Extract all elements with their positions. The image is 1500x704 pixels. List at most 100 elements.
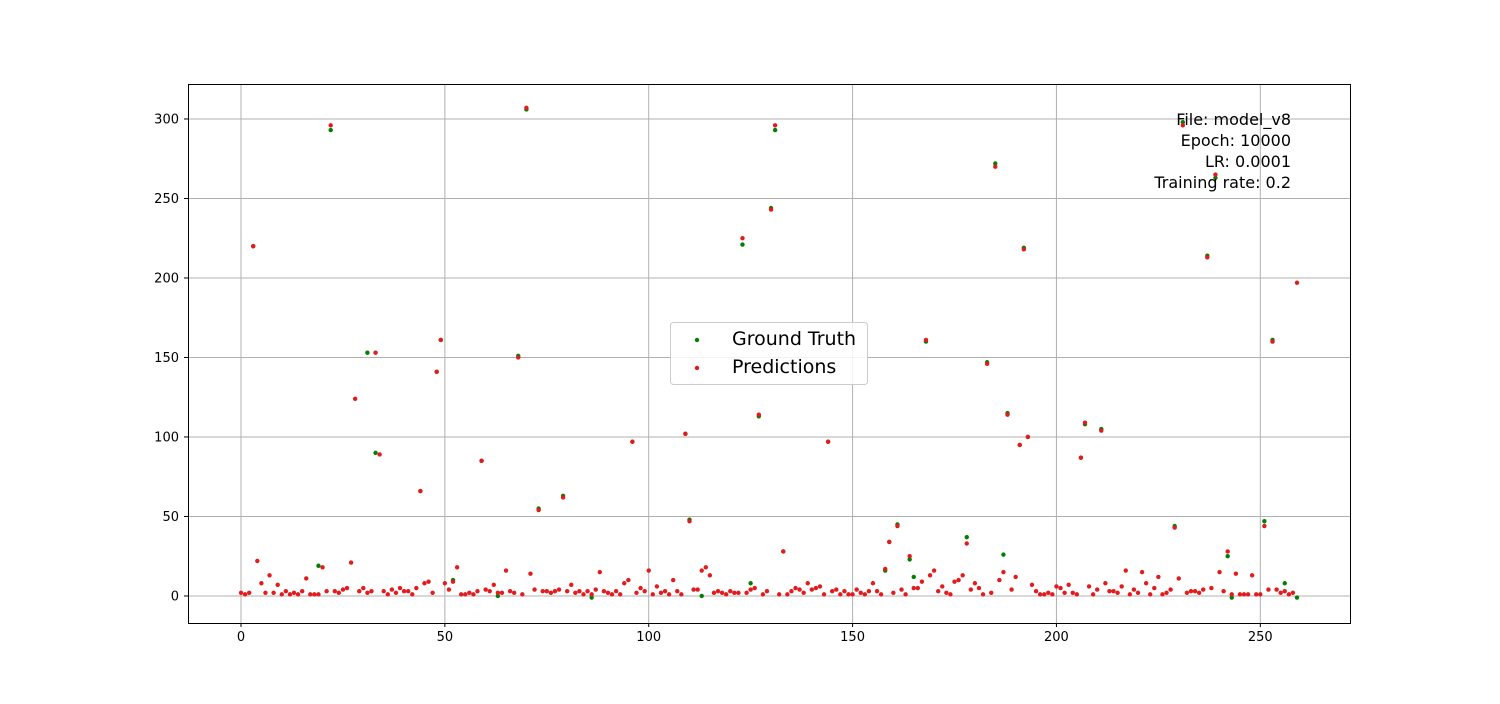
prediction-point [520, 592, 525, 597]
prediction-point [952, 579, 957, 584]
prediction-point [1107, 589, 1112, 594]
ground-truth-point [907, 557, 912, 562]
prediction-point [1139, 569, 1145, 575]
prediction-point [626, 577, 631, 583]
prediction-point [834, 587, 839, 592]
prediction-point [1172, 525, 1177, 530]
prediction-point [1266, 587, 1271, 592]
prediction-point [320, 565, 325, 570]
prediction-point [1115, 590, 1120, 595]
prediction-point [605, 590, 611, 595]
prediction-point [650, 592, 655, 597]
prediction-point [776, 592, 782, 597]
ground-truth-point [365, 350, 370, 355]
prediction-point [381, 589, 386, 594]
prediction-point [377, 452, 382, 457]
prediction-point [732, 590, 737, 595]
prediction-point [679, 592, 684, 597]
prediction-point [842, 589, 847, 594]
ground-truth-point [1229, 595, 1234, 600]
ground-truth-point [1001, 552, 1006, 557]
prediction-point [528, 571, 533, 576]
prediction-point [813, 585, 819, 591]
prediction-point [442, 581, 448, 586]
prediction-point [1245, 592, 1251, 597]
ground-truth-point [993, 161, 998, 166]
prediction-point [617, 592, 623, 597]
prediction-point [960, 573, 965, 578]
prediction-point [874, 589, 880, 594]
prediction-point [821, 592, 827, 597]
axis-ticks: 0 50 100 150 200 250 0 50 100 150 200 250 300 [154, 112, 1273, 645]
prediction-point [1135, 590, 1141, 595]
prediction-point [683, 431, 688, 436]
ground-truth-point [911, 574, 916, 580]
prediction-point [609, 592, 615, 597]
prediction-point [723, 592, 729, 597]
prediction-point [748, 587, 753, 592]
prediction-point [283, 589, 289, 594]
prediction-point [927, 573, 933, 578]
prediction-point [1221, 589, 1226, 594]
y-tick-label: 0 [171, 589, 179, 604]
x-tick-label: 150 [840, 630, 865, 645]
prediction-point [1192, 589, 1198, 594]
legend-marker-predictions [694, 365, 700, 371]
prediction-point [1037, 592, 1043, 597]
prediction-point [944, 590, 949, 595]
prediction-point [540, 589, 545, 594]
y-tick-label: 300 [154, 112, 179, 127]
prediction-point [487, 589, 492, 594]
ground-truth-point [1225, 554, 1230, 559]
prediction-point [483, 587, 488, 592]
ground-truth-point [373, 450, 378, 456]
prediction-point [556, 587, 562, 592]
prediction-point [752, 585, 757, 591]
prediction-point [299, 589, 305, 594]
prediction-point [1082, 420, 1088, 425]
prediction-point [328, 123, 333, 128]
prediction-point [785, 592, 790, 597]
prediction-point [638, 585, 643, 591]
prediction-point [1286, 592, 1292, 597]
prediction-point [1119, 584, 1124, 589]
prediction-point [728, 589, 733, 594]
prediction-point [1168, 587, 1173, 592]
prediction-point [373, 350, 378, 355]
prediction-point [919, 579, 925, 584]
prediction-point [829, 589, 835, 594]
prediction-point [552, 589, 558, 594]
prediction-point [805, 581, 810, 586]
prediction-point [1294, 280, 1300, 285]
prediction-point [838, 592, 843, 597]
x-tick-label: 50 [437, 630, 454, 645]
grid-lines [188, 84, 1350, 623]
prediction-point [654, 584, 660, 589]
prediction-point [511, 590, 517, 595]
prediction-point [940, 584, 945, 589]
prediction-point [1127, 592, 1133, 597]
prediction-point [956, 577, 961, 583]
prediction-point [772, 123, 778, 128]
prediction-point [630, 439, 635, 444]
prediction-point [707, 573, 713, 578]
prediction-point [1033, 589, 1039, 594]
prediction-point [948, 592, 953, 597]
prediction-point [569, 582, 574, 588]
prediction-point [699, 568, 704, 573]
prediction-point [348, 560, 354, 565]
prediction-point [756, 412, 762, 417]
prediction-point [548, 590, 554, 595]
prediction-point [1258, 592, 1263, 597]
prediction-point [793, 585, 798, 591]
prediction-point [1066, 582, 1071, 588]
ground-truth-point [328, 127, 333, 133]
prediction-point [1050, 592, 1055, 597]
prediction-point [255, 558, 260, 564]
prediction-point [1001, 569, 1006, 575]
annotation-training-rate: Training rate: 0.2 [1153, 173, 1291, 192]
prediction-point [495, 590, 501, 595]
prediction-point [1262, 523, 1267, 529]
prediction-point [312, 592, 317, 597]
prediction-point [467, 590, 472, 595]
